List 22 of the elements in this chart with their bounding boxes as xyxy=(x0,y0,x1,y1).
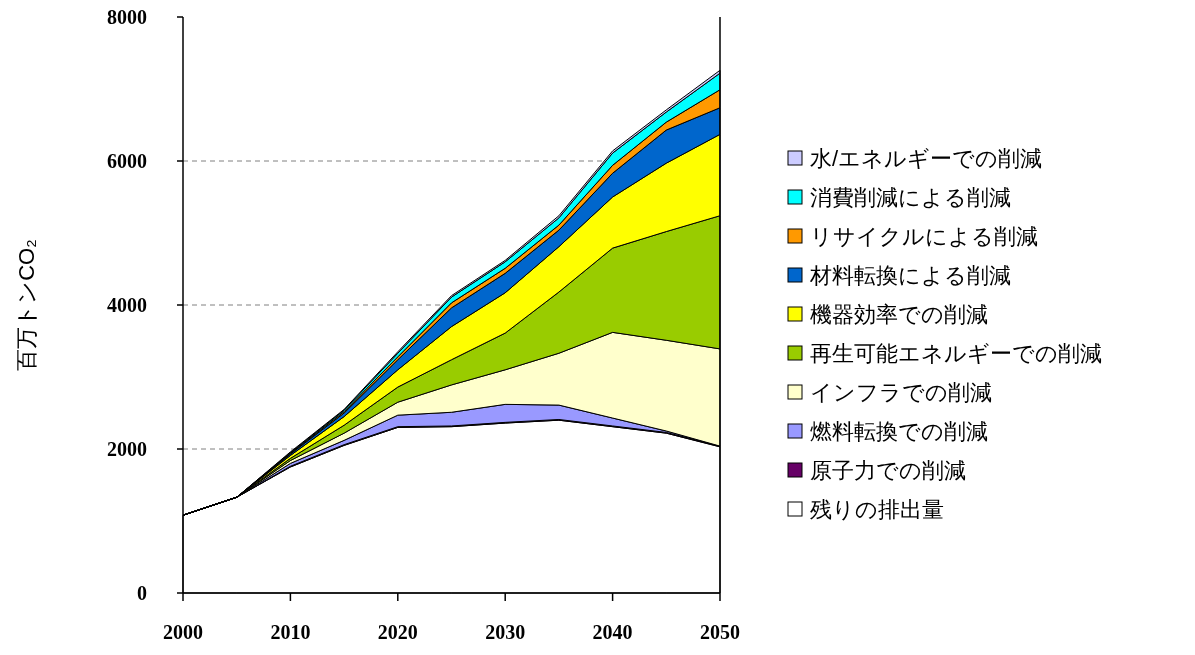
legend-label: 水/エネルギーでの削減 xyxy=(810,146,1043,171)
legend-label: 原子力での削減 xyxy=(810,458,966,483)
legend-label: 残りの排出量 xyxy=(810,497,944,522)
legend-label: 材料転換による削減 xyxy=(809,263,1011,288)
y-tick-label: 0 xyxy=(137,582,147,604)
y-tick-label: 6000 xyxy=(107,150,147,172)
x-tick-label: 2020 xyxy=(377,621,418,643)
y-tick-label: 8000 xyxy=(107,6,147,28)
y-tick-label: 4000 xyxy=(107,294,147,316)
y-tick-label: 2000 xyxy=(107,438,147,460)
legend-label: インフラでの削減 xyxy=(810,380,992,405)
y-axis-title: 百万トンCO₂ xyxy=(14,239,39,371)
x-tick-label: 2030 xyxy=(485,621,526,643)
legend-label: 消費削減による削減 xyxy=(810,185,1011,210)
x-tick-label: 2010 xyxy=(270,621,311,643)
x-tick-label: 2040 xyxy=(592,621,633,643)
legend-label: リサイクルによる削減 xyxy=(810,224,1038,249)
x-tick-label: 2050 xyxy=(700,621,740,643)
legend-label: 機器効率での削減 xyxy=(810,302,988,327)
legend-label: 再生可能エネルギーでの削減 xyxy=(810,341,1102,366)
x-tick-label: 2000 xyxy=(163,621,203,643)
legend-label: 燃料転換での削減 xyxy=(810,419,988,444)
